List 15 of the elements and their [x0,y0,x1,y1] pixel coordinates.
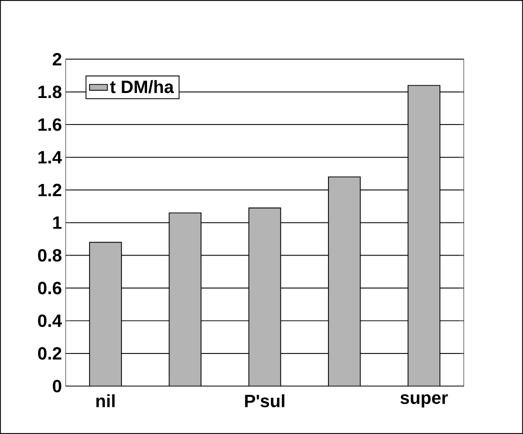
x-tick-label: P'sul [245,394,284,408]
y-tick-label: 1.6 [38,118,62,131]
y-tick-label: 1.2 [38,184,62,196]
y-tick-label: 0.4 [38,314,62,328]
y-tick-label: 2 [52,53,62,66]
y-tick-label: 0.8 [38,249,62,262]
y-tick-label: 1.8 [38,86,62,98]
y-tick-label: 1 [53,216,62,229]
x-tick-label: nil [96,394,115,408]
x-tick-label: super [400,394,448,408]
y-tick-label: 0 [52,380,62,392]
y-tick-label: 0.6 [38,282,62,294]
legend-label: t DM/ha [110,80,174,94]
y-tick-label: 1.4 [38,151,62,164]
y-tick-label: 0.2 [38,347,62,360]
